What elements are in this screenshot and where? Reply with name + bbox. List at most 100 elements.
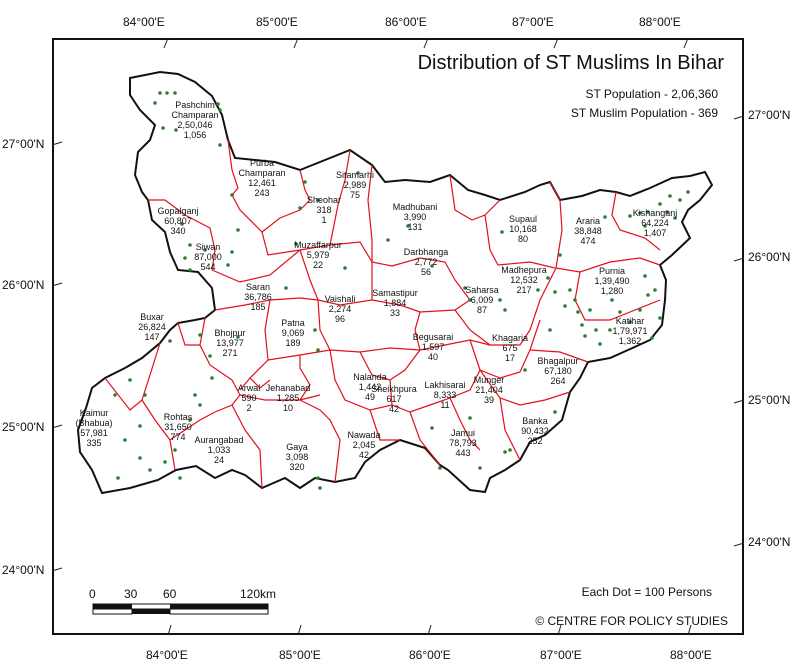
district-muslim-pop: 80: [517, 234, 528, 244]
district-st-pop: 26,824: [138, 322, 166, 332]
district-label: Saharsa 6,009 87: [452, 285, 512, 315]
district-st-pop: 9,069: [281, 328, 305, 338]
population-dot: [646, 210, 650, 214]
population-dot: [158, 91, 162, 95]
district-name: Lakhisarai: [424, 380, 466, 390]
graticule-tick: [51, 282, 63, 287]
district-muslim-pop: 75: [349, 190, 360, 200]
district-name: Bhojpur: [214, 328, 246, 338]
population-dot: [583, 334, 587, 338]
district-label: Begusarai 1,597 40: [403, 332, 463, 362]
district-st-pop: 2,989: [343, 180, 367, 190]
population-dot: [163, 460, 167, 464]
scale-label-60: 60: [163, 587, 177, 601]
district-muslim-pop: 49: [364, 392, 375, 402]
district-muslim-pop: 56: [420, 267, 431, 277]
lat-label-right: 25°00'N: [748, 393, 791, 407]
population-dot: [218, 143, 222, 147]
population-dot: [316, 348, 320, 352]
district-name: Sitamarhi: [335, 170, 374, 180]
district-label: Madhubani 3,990 131: [385, 202, 445, 232]
population-dot: [553, 410, 557, 414]
district-muslim-pop: 22: [312, 260, 323, 270]
graticule-tick: [553, 37, 559, 49]
lon-label-top: 86°00'E: [385, 15, 427, 29]
population-dot: [180, 222, 184, 226]
population-dot: [313, 328, 317, 332]
lat-label-left: 25°00'N: [2, 420, 45, 434]
district-muslim-pop: 474: [580, 236, 596, 246]
district-name: Samastipur: [372, 288, 418, 298]
population-dot: [618, 310, 622, 314]
population-dot: [558, 253, 562, 257]
graticule-tick: [687, 624, 692, 636]
scale-bar: [92, 603, 269, 615]
population-dot: [386, 238, 390, 242]
population-dot: [316, 198, 320, 202]
district-muslim-pop: 252: [527, 436, 543, 446]
population-dot: [603, 215, 607, 219]
district-st-pop: 78,793: [449, 438, 477, 448]
district-st-pop: 13,977: [216, 338, 244, 348]
district-name: Gopalganj: [157, 206, 199, 216]
district-muslim-pop: 147: [144, 332, 160, 342]
district-muslim-pop: 11: [440, 400, 450, 410]
lat-label-right: 27°00'N: [748, 108, 791, 122]
district-muslim-pop: 189: [285, 338, 301, 348]
dot-layer: [113, 91, 690, 490]
district-st-pop: 10,168: [509, 224, 537, 234]
district-label: Arwal 590 2: [219, 383, 279, 413]
district-label: Samastipur 1,884 33: [365, 288, 425, 318]
graticule-tick: [683, 37, 689, 49]
graticule-tick: [423, 37, 429, 49]
district-muslim-pop: 243: [254, 188, 270, 198]
population-dot: [406, 224, 410, 228]
district-st-pop: 2,772: [414, 257, 438, 267]
district-st-pop: 1,884: [383, 298, 407, 308]
district-label: Bhojpur 13,977 271: [200, 328, 260, 358]
population-dot: [658, 202, 662, 206]
district-name: Arwal: [237, 383, 261, 393]
population-dot: [316, 476, 320, 480]
population-dot: [165, 91, 169, 95]
population-dot: [650, 336, 654, 340]
population-dot: [128, 378, 132, 382]
population-dot: [174, 128, 178, 132]
population-dot: [638, 211, 642, 215]
district-muslim-pop: 17: [504, 353, 515, 363]
district-label: Lakhisarai 8,333 11: [415, 380, 475, 410]
lon-label-bottom: 87°00'E: [540, 648, 582, 662]
district-label: Kishanganj 64,224 1,407: [625, 208, 685, 238]
district-name: Siwan: [195, 242, 221, 252]
district-muslim-pop: 217: [516, 285, 532, 295]
district-label: Buxar 26,824 147: [122, 312, 182, 342]
graticule-tick: [733, 542, 745, 547]
district-name: Katihar: [615, 316, 645, 326]
district-name: Kishanganj: [632, 208, 678, 218]
population-dot: [594, 328, 598, 332]
district-muslim-pop: 443: [455, 448, 471, 458]
district-name: Araria: [575, 216, 600, 226]
district-name: Saran: [245, 282, 271, 292]
district-st-pop: 64,224: [641, 218, 669, 228]
district-st-pop: 318: [316, 205, 332, 215]
scale-unit: km: [260, 587, 277, 601]
population-dot: [161, 126, 165, 130]
district-name: Jehanabad: [265, 383, 311, 393]
district-label: Jamui 78,793 443: [433, 428, 493, 458]
population-dot: [568, 288, 572, 292]
bihar-state-outline: [76, 70, 714, 495]
population-dot: [173, 448, 177, 452]
district-name: Kaimur: [79, 408, 109, 418]
population-dot: [503, 450, 507, 454]
district-muslim-pop: 131: [407, 222, 423, 232]
population-dot: [580, 323, 584, 327]
district-name: Aurangabad: [194, 435, 244, 445]
district-name: Purba: [249, 158, 275, 168]
district-label: Gopalganj 60,807 340: [148, 206, 208, 236]
district-label: Araria 38,848 474: [558, 216, 618, 246]
district-muslim-pop: 24: [213, 455, 224, 465]
district-st-pop: 1,285: [276, 393, 300, 403]
district-muslim-pop: 1,407: [643, 228, 667, 238]
